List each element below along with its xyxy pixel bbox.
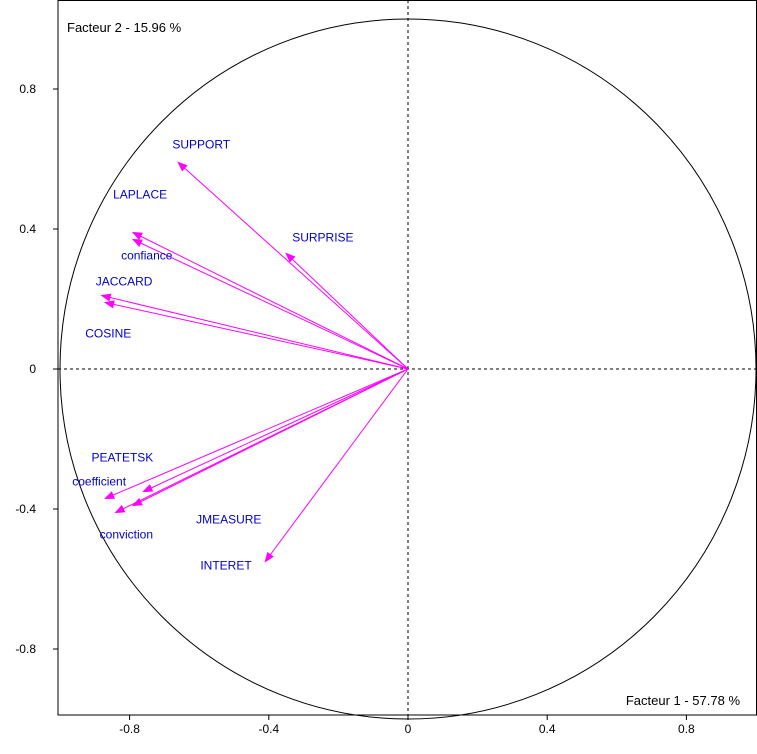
arrowhead-confiance — [131, 238, 143, 247]
arrowhead-coefficient — [104, 491, 115, 500]
arrowhead-jaccard — [100, 293, 112, 302]
x-tick-label: -0.4 — [258, 722, 279, 736]
label-cosine: COSINE — [85, 327, 131, 341]
arrowhead-laplace — [131, 231, 143, 241]
plot-frame — [57, 0, 757, 716]
x-tick-label: 0.4 — [539, 722, 556, 736]
y-tick-label: 0.8 — [19, 82, 36, 96]
arrowhead-peatetsk — [142, 484, 154, 493]
factor-1-label: Facteur 1 - 57.78 % — [626, 693, 741, 708]
label-conviction: conviction — [100, 528, 153, 542]
label-laplace: LAPLACE — [113, 188, 167, 202]
arrow-jaccard — [101, 295, 409, 370]
label-surprise: SURPRISE — [292, 231, 353, 245]
y-tick-label: -0.4 — [15, 502, 36, 516]
arrow-coefficient — [105, 368, 409, 499]
arrowhead-surprise — [285, 252, 296, 263]
y-tick-label: 0.4 — [19, 222, 36, 236]
label-peatetsk: PEATETSK — [92, 451, 154, 465]
label-coefficient: coefficient — [72, 475, 126, 489]
arrow-surprise — [285, 253, 409, 370]
label-jaccard: JACCARD — [96, 275, 153, 289]
arrowhead-conviction — [114, 504, 126, 514]
x-tick-label: 0.8 — [678, 722, 695, 736]
arrow-laplace — [132, 232, 409, 370]
x-tick-label: -0.8 — [119, 722, 140, 736]
arrow-cosine — [105, 302, 409, 370]
y-tick-label: 0 — [29, 362, 36, 376]
arrow-conviction — [115, 368, 409, 513]
arrowhead-cosine — [103, 300, 115, 309]
arrowhead-support — [177, 161, 188, 172]
arrow-interet — [264, 368, 409, 562]
arrow-support — [177, 162, 409, 370]
arrow-confiance — [132, 239, 409, 370]
y-tick-label: -0.8 — [15, 642, 36, 656]
arrowhead-interet — [264, 551, 274, 563]
label-support: SUPPORT — [172, 138, 230, 152]
x-tick-label: 0 — [405, 722, 412, 736]
label-confiance: confiance — [121, 249, 173, 263]
arrow-peatetsk — [143, 368, 409, 492]
label-jmeasure: JMEASURE — [196, 513, 261, 527]
label-interet: INTERET — [200, 559, 252, 573]
factor-2-label: Facteur 2 - 15.96 % — [67, 20, 182, 35]
